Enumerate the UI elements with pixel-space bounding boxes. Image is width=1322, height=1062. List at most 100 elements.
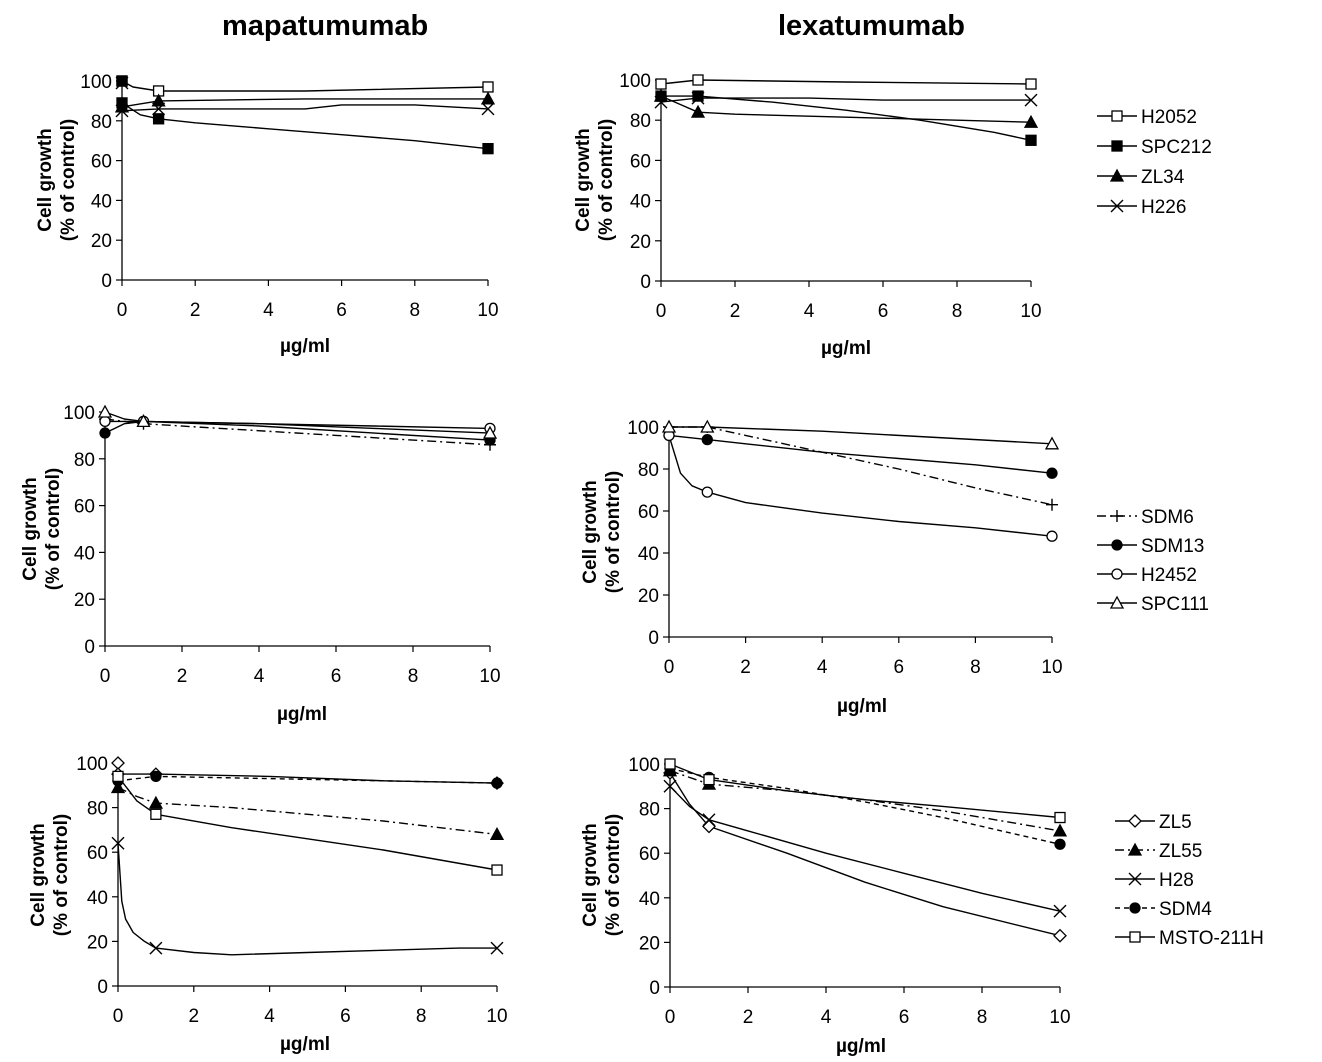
x-tick-label: 6 bbox=[878, 301, 889, 322]
data-point-spc212 bbox=[116, 75, 128, 87]
y-tick-label: 60 bbox=[87, 843, 108, 864]
legend-marker-msto-211h bbox=[1129, 931, 1141, 943]
data-point-zl5 bbox=[1053, 928, 1067, 943]
y-axis-title: Cell growth (% of control) bbox=[20, 468, 64, 590]
legend-marker-zl5 bbox=[1128, 814, 1142, 828]
y-axis-title: Cell growth (% of control) bbox=[573, 119, 617, 241]
legend-label: SPC111 bbox=[1141, 594, 1209, 615]
x-tick-label: 10 bbox=[1041, 657, 1062, 678]
data-point-h28 bbox=[1053, 904, 1067, 918]
data-point-zl34 bbox=[480, 91, 496, 105]
x-tick-label: 4 bbox=[817, 657, 828, 678]
x-tick-label: 4 bbox=[263, 300, 274, 321]
x-tick-label: 0 bbox=[665, 1007, 676, 1028]
x-tick-label: 2 bbox=[190, 300, 201, 321]
data-point-zl34 bbox=[690, 104, 706, 118]
series-line-sdm6 bbox=[104, 418, 491, 446]
data-point-h2052 bbox=[655, 78, 667, 90]
y-tick-label: 20 bbox=[74, 590, 95, 611]
x-tick-label: 4 bbox=[254, 666, 265, 687]
series-line-h28 bbox=[669, 785, 1061, 912]
x-tick-label: 2 bbox=[189, 1006, 200, 1027]
series-line-zl34 bbox=[660, 95, 1032, 123]
y-tick-label: 20 bbox=[638, 586, 659, 607]
y-tick-label: 0 bbox=[640, 272, 651, 293]
data-point-h2452 bbox=[701, 486, 713, 498]
series-line-spc212 bbox=[121, 102, 489, 150]
legend-marker-sdm4 bbox=[1129, 902, 1141, 914]
y-tick-label: 80 bbox=[638, 460, 659, 481]
series-line-msto-211h bbox=[117, 775, 498, 871]
y-tick-label: 100 bbox=[627, 418, 659, 439]
legend-label: SPC212 bbox=[1141, 137, 1212, 158]
series-zl34 bbox=[653, 88, 1039, 128]
y-tick-label: 60 bbox=[630, 151, 651, 172]
y-axis-title: Cell growth (% of control) bbox=[35, 119, 79, 241]
data-point-msto-211h bbox=[1054, 811, 1066, 824]
series-h226 bbox=[115, 76, 495, 118]
y-tick-label: 100 bbox=[619, 71, 651, 92]
x-tick-label: 2 bbox=[730, 301, 741, 322]
y-tick-label: 0 bbox=[101, 271, 112, 292]
y-tick-label: 0 bbox=[649, 978, 660, 999]
x-axis-title: µg/ml bbox=[280, 336, 330, 357]
data-point-sdm4 bbox=[1054, 838, 1066, 850]
y-tick-label: 40 bbox=[74, 543, 95, 564]
x-tick-label: 10 bbox=[1020, 301, 1041, 322]
x-tick-label: 2 bbox=[743, 1007, 754, 1028]
series-line-zl5 bbox=[118, 773, 498, 784]
series-spc212 bbox=[655, 90, 1037, 146]
x-tick-label: 10 bbox=[1049, 1007, 1070, 1028]
data-point-sdm13 bbox=[701, 433, 713, 446]
series-line-h226 bbox=[660, 97, 1031, 103]
y-tick-label: 40 bbox=[638, 544, 659, 565]
legend-label: H2052 bbox=[1141, 107, 1197, 128]
y-tick-label: 100 bbox=[76, 754, 108, 775]
x-tick-label: 4 bbox=[264, 1006, 275, 1027]
x-tick-label: 10 bbox=[486, 1006, 507, 1027]
series-line-h226 bbox=[121, 104, 489, 112]
x-tick-label: 8 bbox=[410, 300, 421, 321]
data-point-h28 bbox=[490, 941, 504, 955]
data-point-spc111 bbox=[482, 425, 498, 439]
legend-label: H28 bbox=[1159, 870, 1194, 891]
series-line-spc212 bbox=[661, 95, 1032, 141]
data-point-msto-211h bbox=[664, 758, 676, 770]
x-tick-label: 0 bbox=[113, 1006, 124, 1027]
series-zl34 bbox=[114, 91, 496, 113]
series-line-sdm13 bbox=[104, 420, 491, 441]
series-sdm4 bbox=[664, 762, 1066, 850]
y-tick-label: 0 bbox=[648, 628, 659, 649]
x-tick-label: 4 bbox=[821, 1007, 832, 1028]
y-tick-label: 100 bbox=[628, 755, 660, 776]
data-point-h226 bbox=[1024, 93, 1038, 107]
series-line-zl34 bbox=[121, 98, 488, 108]
data-point-zl34 bbox=[114, 99, 130, 113]
x-tick-label: 8 bbox=[970, 657, 981, 678]
y-tick-label: 20 bbox=[91, 231, 112, 252]
series-sdm6 bbox=[663, 421, 1058, 511]
data-point-zl55 bbox=[148, 795, 163, 809]
x-tick-label: 6 bbox=[336, 300, 347, 321]
legend: ZL5 ZL55 H28 SDM4 MSTO-211H bbox=[1115, 812, 1264, 949]
x-tick-label: 2 bbox=[740, 657, 751, 678]
y-tick-label: 20 bbox=[639, 933, 660, 954]
series-h226 bbox=[654, 91, 1038, 109]
series-spc111 bbox=[97, 404, 498, 439]
x-tick-label: 10 bbox=[477, 300, 498, 321]
series-line-msto-211h bbox=[669, 763, 1061, 819]
legend-marker-h28 bbox=[1128, 872, 1142, 886]
data-point-h226 bbox=[481, 102, 495, 116]
data-point-sdm6 bbox=[1046, 498, 1058, 511]
data-point-h2052 bbox=[482, 81, 494, 93]
data-point-sdm4 bbox=[150, 770, 162, 783]
data-point-h2052 bbox=[692, 74, 704, 86]
data-point-spc111 bbox=[136, 414, 151, 428]
series-zl5 bbox=[111, 756, 504, 790]
series-spc111 bbox=[661, 419, 1060, 450]
x-axis-title: µg/ml bbox=[277, 704, 327, 725]
data-point-h2052 bbox=[1025, 78, 1037, 90]
x-tick-label: 4 bbox=[804, 301, 815, 322]
legend-marker-spc212 bbox=[1111, 140, 1123, 152]
